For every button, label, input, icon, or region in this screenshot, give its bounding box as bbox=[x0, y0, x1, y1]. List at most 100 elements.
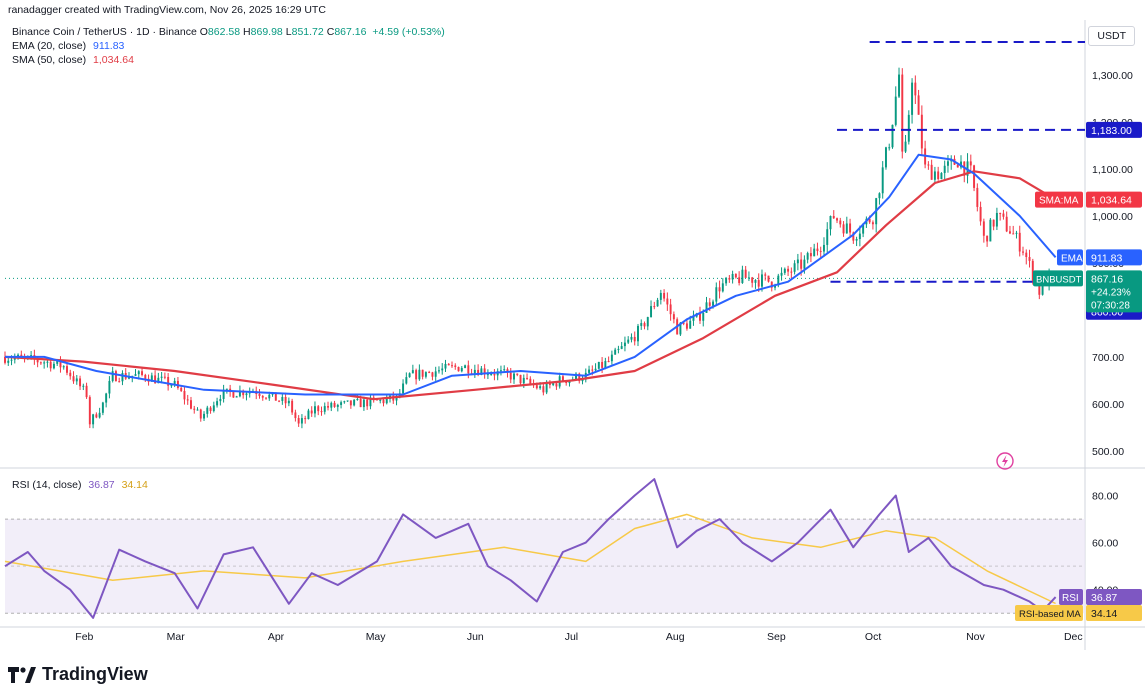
candle-body bbox=[20, 354, 23, 357]
ema-value: 911.83 bbox=[93, 40, 125, 52]
candle-body bbox=[402, 383, 405, 394]
y-tick-label: 1,100.00 bbox=[1092, 164, 1133, 176]
x-tick-label: Feb bbox=[75, 631, 93, 643]
currency-button[interactable]: USDT bbox=[1088, 26, 1135, 46]
candle-body bbox=[669, 304, 672, 315]
candle-body bbox=[803, 259, 806, 269]
candle-body bbox=[656, 299, 659, 307]
candle-body bbox=[92, 414, 95, 425]
candle-body bbox=[653, 306, 656, 308]
candle-body bbox=[173, 380, 176, 386]
price-tag-symbol-box bbox=[1033, 270, 1083, 287]
price-tag-change: +24.23% bbox=[1091, 287, 1131, 298]
candle-body bbox=[434, 371, 437, 377]
candle-body bbox=[310, 410, 313, 414]
candle-body bbox=[650, 306, 653, 318]
candle-body bbox=[499, 370, 502, 372]
candle-body bbox=[522, 377, 525, 384]
candle-body bbox=[167, 376, 170, 386]
candle-body bbox=[304, 418, 307, 420]
rsi-label: RSI (14, close) bbox=[12, 479, 82, 491]
candle-body bbox=[535, 385, 538, 389]
candle-body bbox=[366, 399, 369, 407]
candle-body bbox=[206, 407, 209, 414]
candle-body bbox=[904, 141, 907, 152]
candle-body bbox=[640, 323, 643, 326]
candle-body bbox=[486, 374, 489, 376]
candle-body bbox=[284, 396, 287, 404]
candle-body bbox=[780, 272, 783, 276]
candle-body bbox=[43, 362, 46, 364]
candle-body bbox=[193, 408, 196, 410]
candle-body bbox=[39, 362, 42, 364]
candle-body bbox=[30, 355, 33, 357]
candle-body bbox=[539, 386, 542, 389]
candle-body bbox=[607, 361, 610, 363]
rsi-ma-tag-value-box bbox=[1086, 605, 1142, 622]
candle-body bbox=[261, 396, 264, 398]
candle-body bbox=[268, 394, 271, 399]
candle-body bbox=[832, 215, 835, 219]
candle-body bbox=[346, 400, 349, 402]
candle-body bbox=[633, 336, 636, 342]
rsi-value: 36.87 bbox=[88, 479, 115, 491]
candle-body bbox=[196, 409, 199, 411]
chart-canvas[interactable]: 500.00600.00700.00800.00900.001,000.001,… bbox=[0, 20, 1145, 650]
candle-body bbox=[956, 164, 959, 168]
candle-body bbox=[353, 399, 356, 406]
candle-body bbox=[627, 339, 630, 343]
candle-body bbox=[134, 374, 137, 376]
candle-body bbox=[548, 383, 551, 385]
candle-body bbox=[88, 397, 91, 425]
candle-body bbox=[4, 356, 6, 363]
candle-body bbox=[245, 393, 248, 396]
candle-body bbox=[180, 387, 183, 391]
candle-body bbox=[920, 114, 923, 149]
candle-body bbox=[715, 287, 718, 302]
rsi-ma-tag-label: RSI-based MA bbox=[1019, 609, 1081, 620]
candle-body bbox=[623, 342, 626, 347]
tradingview-logo[interactable]: TradingView bbox=[8, 664, 148, 685]
candle-body bbox=[822, 244, 825, 252]
legend-rsi-row[interactable]: RSI (14, close) 36.87 34.14 bbox=[12, 479, 148, 491]
ohlc-label-h: H bbox=[243, 26, 251, 38]
candle-body bbox=[297, 418, 300, 424]
price-tag-value: 867.16 bbox=[1091, 273, 1123, 285]
candle-body bbox=[7, 360, 10, 363]
legend-ema-row[interactable]: EMA (20, close) 911.83 bbox=[12, 40, 124, 52]
candle-body bbox=[477, 369, 480, 375]
candle-body bbox=[917, 95, 920, 115]
candle-body bbox=[320, 411, 323, 413]
candle-body bbox=[437, 370, 440, 372]
candle-body bbox=[72, 376, 75, 382]
candle-body bbox=[150, 375, 153, 382]
candle-body bbox=[203, 413, 206, 419]
candle-body bbox=[186, 399, 189, 401]
candle-body bbox=[862, 224, 865, 234]
candle-body bbox=[421, 369, 424, 377]
candle-body bbox=[747, 277, 750, 279]
candle-body bbox=[940, 173, 943, 180]
candle-body bbox=[1031, 260, 1034, 281]
rsi-tag-value-box bbox=[1086, 589, 1142, 606]
candle-body bbox=[13, 357, 16, 360]
candle-body bbox=[82, 385, 85, 387]
candle-body bbox=[1012, 233, 1015, 235]
candle-body bbox=[787, 268, 790, 272]
candle-body bbox=[428, 372, 431, 374]
candle-body bbox=[741, 269, 744, 283]
candle-body bbox=[490, 373, 493, 375]
candle-body bbox=[464, 365, 467, 368]
candle-body bbox=[170, 385, 173, 387]
candle-body bbox=[1025, 252, 1028, 257]
candle-body bbox=[385, 398, 388, 404]
candle-body bbox=[930, 164, 933, 180]
candle-body bbox=[467, 365, 470, 374]
candle-body bbox=[114, 371, 117, 382]
lightning-icon[interactable] bbox=[996, 452, 1014, 470]
ohlc-value-c: 867.16 bbox=[334, 26, 367, 38]
candle-body bbox=[836, 218, 839, 221]
candle-body bbox=[1002, 213, 1005, 217]
legend-sma-row[interactable]: SMA (50, close) 1,034.64 bbox=[12, 54, 134, 66]
candle-body bbox=[111, 371, 114, 381]
